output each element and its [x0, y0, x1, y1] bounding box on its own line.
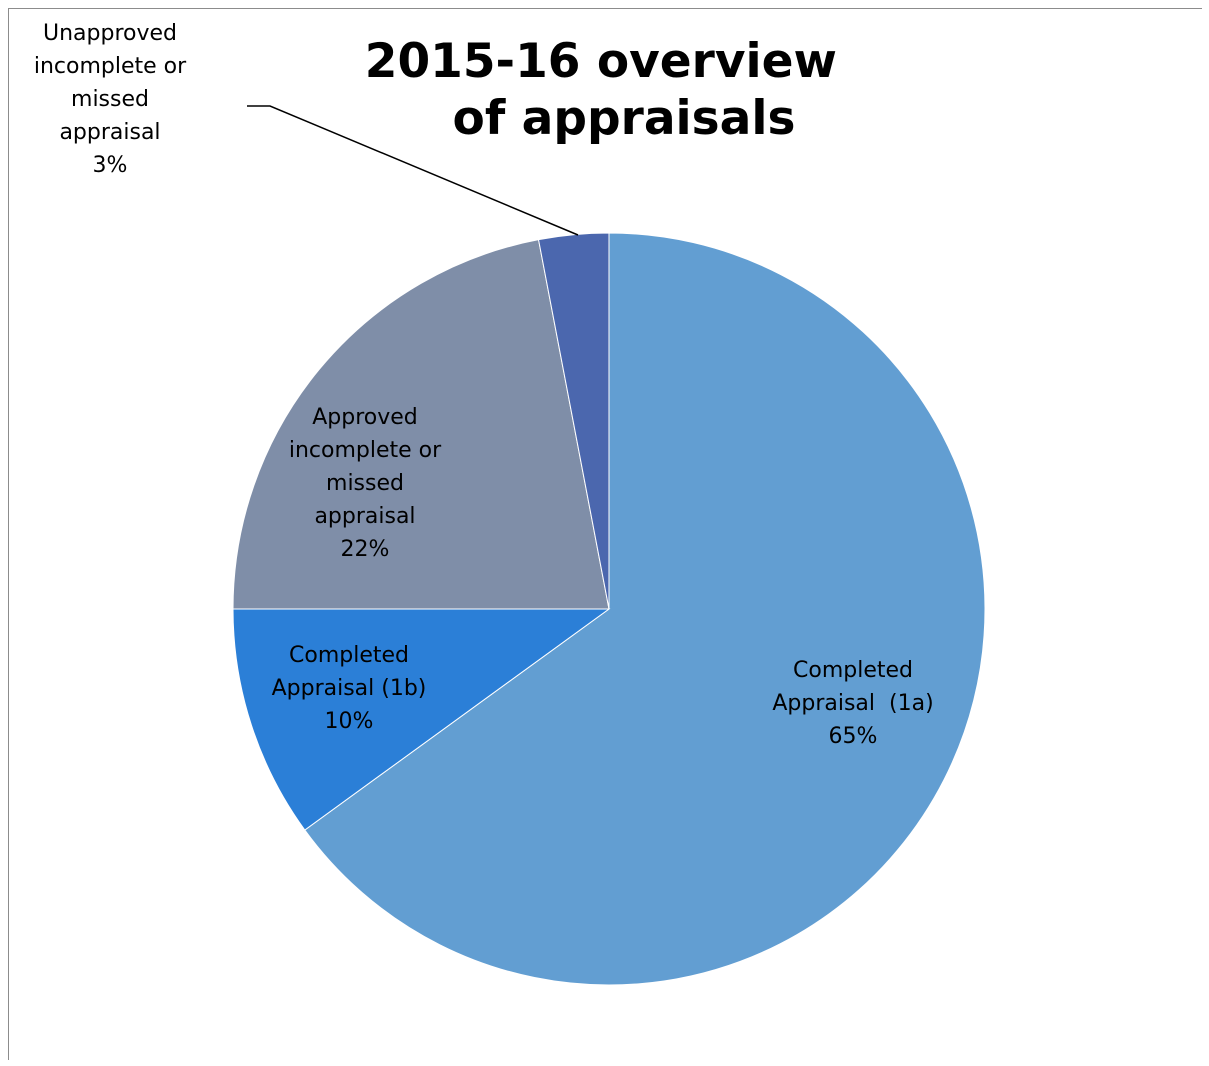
pie-slice-completed-appraisal-1b — [232, 608, 611, 831]
slice-label-line: 3% — [93, 153, 128, 178]
slice-label-line: Unapproved — [43, 21, 177, 46]
slice-label-line: Appraisal (1b) — [272, 676, 427, 701]
slice-labels: Completed Appraisal (1a) 65% Completed Appra… — [34, 21, 934, 749]
chart-title-line-1: 2015-16 overview — [365, 34, 837, 89]
slice-label-unapproved-incomplete-or-missed-appraisal: Unapproved incomplete or missed appraisal 3% — [34, 21, 187, 178]
chart-frame — [8, 8, 1202, 1060]
slice-label-line: 22% — [341, 537, 390, 562]
slice-label-line: appraisal — [314, 504, 415, 529]
slice-label-line: incomplete or — [34, 54, 187, 79]
slice-label-completed-appraisal-1a: Completed Appraisal (1a) 65% — [772, 658, 933, 749]
slice-label-line: Appraisal (1a) — [772, 691, 933, 716]
pie-slice-unapproved-incomplete-or-missed-appraisal — [537, 232, 610, 610]
unapproved-leader-line — [247, 105, 579, 236]
chart-title: 2015-16 overview of appraisals — [365, 34, 854, 146]
slice-label-line: Approved — [312, 405, 418, 430]
slice-label-line: missed — [326, 471, 404, 496]
pie-slices — [232, 232, 986, 986]
slice-label-line: Completed — [289, 643, 409, 668]
slice-label-line: incomplete or — [289, 438, 442, 463]
slice-label-line: Completed — [793, 658, 913, 683]
slice-label-approved-incomplete-or-missed-appraisal: Approved incomplete or missed appraisal 22% — [289, 405, 442, 562]
slice-label-line: missed — [71, 87, 149, 112]
chart-title-line-2: of appraisals — [453, 91, 796, 146]
slice-label-line: 10% — [325, 709, 374, 734]
slice-label-line: 65% — [829, 724, 878, 749]
slice-label-completed-appraisal-1b: Completed Appraisal (1b) 10% — [272, 643, 427, 734]
pie-slice-completed-appraisal-1a — [304, 232, 986, 986]
slice-label-line: appraisal — [59, 120, 160, 145]
pie-slice-approved-incomplete-or-missed-appraisal — [232, 239, 610, 610]
